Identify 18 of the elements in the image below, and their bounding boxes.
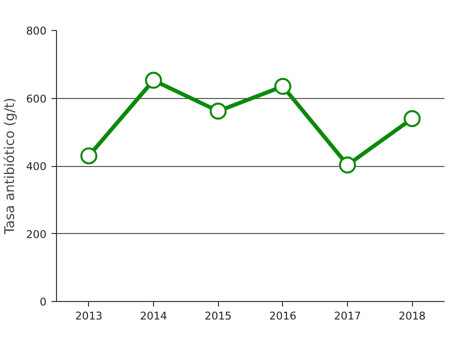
x-tick-label: 2017 — [334, 310, 362, 322]
x-tick-label: 2013 — [75, 310, 102, 322]
point — [404, 110, 421, 128]
x-tick-label: 2018 — [398, 310, 426, 322]
point — [80, 147, 98, 164]
y-tick-label: 400 — [26, 160, 47, 173]
y-axis-title: Tasa antibiótico (g/t) — [3, 98, 18, 236]
y-tick-label: 0 — [40, 296, 47, 308]
y-tick-label: 800 — [26, 24, 47, 38]
y-tick-label: 600 — [26, 92, 47, 106]
y-tick-label: 200 — [26, 228, 47, 241]
x-tick-label: 2014 — [140, 310, 168, 322]
point — [274, 78, 292, 95]
point — [339, 156, 356, 174]
x-tick-label: 2015 — [204, 310, 232, 322]
x-tick-label: 2016 — [269, 310, 297, 322]
point — [210, 102, 227, 120]
point — [145, 72, 162, 89]
